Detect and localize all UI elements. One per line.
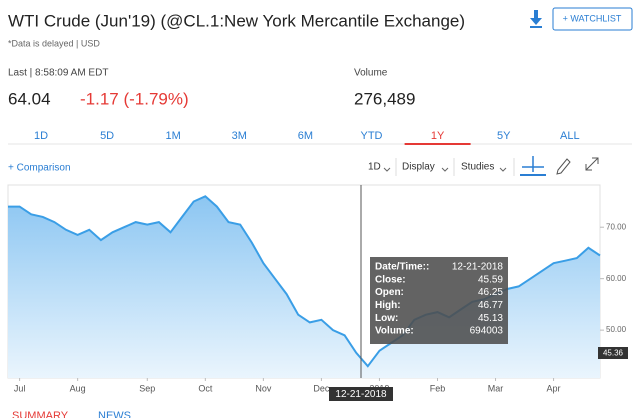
x-tick-label: Jul: [14, 383, 26, 393]
title: WTI Crude (Jun'19) (@CL.1:New York Merca…: [8, 11, 465, 30]
range-tab[interactable]: 1M: [166, 130, 181, 142]
x-tick-label: Feb: [430, 383, 446, 393]
crosshair-tool[interactable]: [522, 156, 544, 172]
download-icon[interactable]: [530, 10, 542, 28]
last-label: Last | 8:58:09 AM EDT: [8, 68, 108, 79]
range-tab[interactable]: 1D: [34, 130, 48, 142]
range-tab[interactable]: 6M: [298, 130, 313, 142]
x-tick-label: Apr: [547, 383, 561, 393]
volume: 276,489: [354, 89, 415, 108]
range-tab[interactable]: 5Y: [497, 130, 511, 142]
x-tick-label: Sep: [139, 383, 155, 393]
x-tick-label: Dec: [313, 383, 330, 393]
tooltip-value: 46.25: [478, 287, 503, 298]
tooltip-label: Volume:: [375, 326, 414, 337]
tooltip-label: Open:: [375, 287, 404, 298]
tooltip-label: Close:: [375, 274, 406, 285]
expand-tool[interactable]: [585, 157, 599, 171]
range-tab[interactable]: 3M: [232, 130, 247, 142]
range-tab[interactable]: ALL: [560, 130, 580, 142]
x-tick-label: Mar: [488, 383, 504, 393]
range-tab[interactable]: 1Y: [431, 130, 445, 142]
tooltip-label: Low:: [375, 313, 398, 324]
chevron: [383, 167, 391, 172]
watchlist-button[interactable]: [552, 7, 633, 31]
tooltip-label: Date/Time::: [375, 262, 429, 273]
footer-tab[interactable]: NEWS: [98, 410, 131, 418]
y-tick-label: 60.00: [606, 274, 627, 283]
range-tab[interactable]: YTD: [361, 130, 383, 142]
chevron: [499, 167, 507, 172]
y-tick-label: 50.00: [606, 325, 627, 334]
tooltip-value: 694003: [470, 326, 504, 337]
y-tick-label: 70.00: [606, 222, 627, 231]
tooltip-value: 12-21-2018: [452, 262, 504, 273]
chevron: [441, 167, 449, 172]
crosshair-date: 12-21-2018: [335, 389, 387, 400]
watchlist-label[interactable]: + WATCHLIST: [563, 13, 622, 23]
x-tick-label: Oct: [198, 383, 213, 393]
tooltip-value: 45.59: [478, 274, 503, 285]
tooltip-value: 46.77: [478, 300, 503, 311]
price-tag-box: [598, 347, 628, 359]
comparison[interactable]: + Comparison: [8, 163, 71, 174]
change: -1.17 (-1.79%): [80, 89, 189, 108]
x-tick-label: Nov: [255, 383, 272, 393]
tooltip-box: [370, 257, 508, 344]
draw-tool[interactable]: [556, 158, 571, 175]
price: 64.04: [8, 89, 51, 108]
range-tab[interactable]: 5D: [100, 130, 114, 142]
price-tag: 45.36: [603, 349, 624, 358]
crosshair-date-box: [329, 387, 393, 401]
delay-note: *Data is delayed | USD: [8, 38, 100, 48]
tooltip-value: 45.13: [478, 313, 503, 324]
interval[interactable]: 1D: [368, 162, 381, 173]
x-tick-label: Aug: [70, 383, 86, 393]
volume-label: Volume: [354, 68, 388, 79]
footer-tab[interactable]: SUMMARY: [12, 410, 69, 418]
tooltip-label: High:: [375, 300, 401, 311]
studies[interactable]: Studies: [461, 162, 494, 173]
display[interactable]: Display: [402, 162, 435, 173]
